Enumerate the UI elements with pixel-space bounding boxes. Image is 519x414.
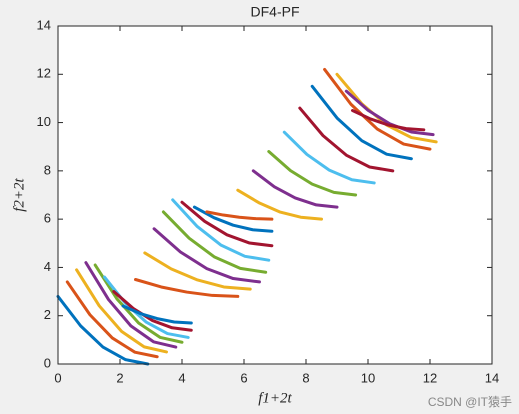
chart-title: DF4-PF (251, 4, 300, 20)
y-tick-label: 14 (37, 17, 51, 32)
y-tick-label: 8 (44, 162, 51, 177)
y-tick-label: 10 (37, 114, 51, 129)
series-line (205, 210, 274, 221)
y-axis-label: f2+2t (11, 177, 27, 211)
series-line (192, 205, 274, 233)
series-line (180, 200, 274, 248)
y-tick-label: 6 (44, 211, 51, 226)
x-tick-label: 14 (485, 370, 499, 385)
x-tick-label: 10 (361, 370, 375, 385)
series-line (65, 280, 159, 359)
series-line (56, 294, 150, 366)
series-line (93, 263, 184, 344)
series-line (161, 210, 268, 274)
series-line (267, 150, 358, 197)
x-tick-label: 0 (54, 370, 61, 385)
x-tick-label: 6 (240, 370, 247, 385)
watermark: CSDN @IT猿手 (428, 394, 512, 409)
series-line (121, 304, 193, 325)
x-tick-label: 12 (423, 370, 437, 385)
x-tick-label: 2 (116, 370, 123, 385)
x-tick-label: 8 (302, 370, 309, 385)
series-line (152, 227, 261, 284)
series-line (236, 188, 323, 221)
series-line (84, 261, 178, 349)
series-line (251, 169, 339, 209)
series-line (171, 198, 271, 262)
series-line (112, 290, 193, 332)
x-axis-label: f1+2t (258, 390, 292, 406)
axes-box (57, 25, 493, 365)
y-tick-label: 0 (44, 355, 51, 370)
series-line (310, 84, 413, 161)
series-line (323, 67, 432, 151)
y-tick-label: 2 (44, 307, 51, 322)
series-line (351, 109, 426, 132)
series-line (298, 106, 395, 173)
series-line (75, 268, 168, 354)
series-line (134, 278, 240, 298)
y-tick-label: 12 (37, 66, 51, 81)
x-tick-label: 4 (178, 370, 185, 385)
series-line (282, 130, 376, 185)
series-line (143, 251, 252, 291)
plot-area (58, 26, 492, 364)
y-tick-label: 4 (44, 259, 51, 274)
